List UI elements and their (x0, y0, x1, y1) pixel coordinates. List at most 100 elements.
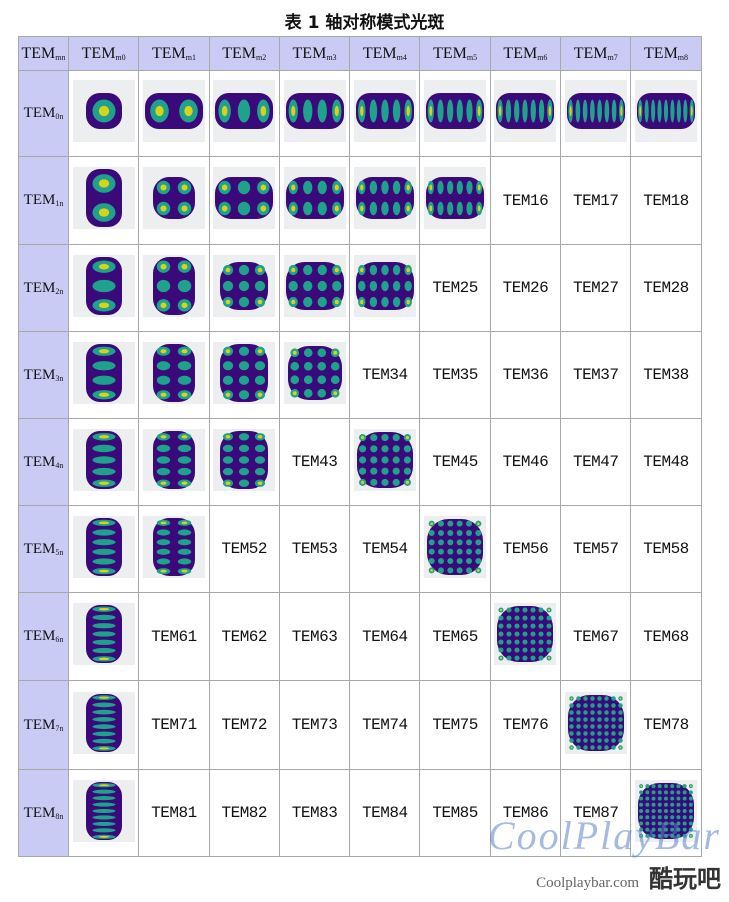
mode-spot-cell (67, 70, 140, 157)
laser-mode-spot-image (72, 254, 135, 317)
mode-label-cell: TEM61 (138, 592, 210, 681)
laser-mode-spot-image (213, 80, 276, 142)
mode-spot-table: TEMmn TEMm0 TEMm1 TEMm2 TEMm3 TEMm4 TEMm5 TEMm6… (18, 36, 702, 857)
mode-spot-cell (278, 70, 351, 157)
column-header-cell: TEMm2 (208, 36, 280, 71)
mode-label-cell: TEM52 (208, 505, 280, 593)
watermark: CoolPlayBar Coolplaybar.com 酷玩吧 (488, 812, 721, 894)
mode-spot-cell (138, 156, 210, 245)
laser-mode-spot-image (213, 428, 276, 491)
laser-mode-spot-image (142, 515, 205, 578)
table-row: TEM7n TEM71 TEM72 TEM73 TEM74 TEM75 TEM76 TEM78 (18, 680, 702, 770)
mode-label-cell: TEM28 (630, 244, 702, 332)
mode-spot-cell (138, 70, 210, 157)
mode-label-text: TEM84 (362, 804, 408, 822)
header-base-text: TEM (433, 44, 467, 62)
laser-mode-spot-image (72, 603, 135, 665)
column-header-cell: TEMm7 (560, 36, 632, 71)
mode-label-cell: TEM71 (138, 680, 210, 770)
mode-spot-cell (349, 156, 421, 245)
laser-mode-spot-image (213, 167, 276, 229)
header-base-text: TEM (23, 628, 56, 644)
mode-spot-cell (419, 156, 491, 245)
corner-header-cell: TEMmn (18, 36, 69, 71)
header-base-text: TEM (573, 44, 608, 62)
header-subscript-text: 1n (55, 199, 64, 208)
laser-mode-spot-image (142, 428, 205, 491)
mode-spot-cell (208, 70, 280, 157)
mode-spot-cell (138, 418, 210, 506)
mode-label-text: TEM45 (432, 453, 478, 471)
mode-label-cell: TEM65 (419, 592, 491, 681)
header-subscript-text: m1 (185, 52, 196, 62)
header-base-text: TEM (222, 44, 257, 62)
mode-spot-cell (67, 505, 140, 593)
mode-label-cell: TEM43 (278, 418, 351, 506)
watermark-cn: 酷玩吧 (649, 865, 721, 893)
mode-spot-cell (419, 70, 491, 157)
mode-spot-cell (278, 331, 351, 419)
mode-spot-cell (349, 244, 421, 332)
laser-mode-spot-image (72, 515, 135, 578)
header-subscript-text: 6n (55, 635, 64, 644)
column-header-cell: TEMm0 (67, 36, 140, 71)
mode-label-text: TEM25 (432, 279, 478, 297)
mode-label-cell: TEM87 (560, 769, 632, 857)
laser-mode-spot-image (142, 167, 205, 229)
mode-label-text: TEM27 (572, 279, 619, 297)
laser-mode-spot-image (72, 167, 135, 229)
mode-label-cell: TEM56 (489, 505, 562, 593)
row-header-cell: TEM4n (18, 418, 69, 506)
laser-mode-spot-image (72, 691, 135, 754)
laser-mode-spot-image (353, 428, 416, 491)
mode-spot-cell (67, 156, 140, 245)
header-base-text: TEM (292, 44, 327, 62)
laser-mode-spot-image (142, 80, 205, 142)
mode-label-text: TEM54 (362, 540, 408, 558)
header-base-text: TEM (23, 540, 56, 557)
laser-mode-spot-image (494, 603, 557, 665)
mode-label-cell: TEM53 (278, 505, 351, 593)
mode-label-text: TEM65 (432, 627, 478, 646)
mode-label-cell: TEM74 (349, 680, 421, 770)
mode-label-cell: TEM68 (630, 592, 702, 681)
mode-label-text: TEM68 (643, 627, 689, 646)
laser-mode-spot-image (72, 80, 135, 142)
table-row: TEM4n TEM43 TEM45 TEM46 TEM47 TEM48 (18, 418, 702, 506)
header-base-text: TEM (151, 44, 186, 62)
laser-mode-spot-image (142, 254, 205, 317)
header-base-text: TEM (644, 44, 678, 62)
laser-mode-spot-image (424, 80, 487, 142)
mode-spot-cell (489, 592, 562, 681)
mode-label-cell: TEM45 (419, 418, 491, 506)
mode-label-cell: TEM25 (419, 244, 491, 332)
mode-label-cell: TEM63 (278, 592, 351, 681)
laser-mode-spot-image (564, 80, 627, 142)
laser-mode-spot-image (283, 80, 346, 142)
header-base-text: TEM (23, 716, 56, 733)
column-header-cell: TEMm3 (278, 36, 351, 71)
table-row: TEM3n TEM34 TEM35 TEM36 TEM37 TEM38 (18, 331, 702, 419)
mode-label-text: TEM56 (502, 540, 549, 558)
mode-spot-cell (349, 418, 421, 506)
mode-label-text: TEM36 (502, 366, 549, 384)
mode-label-cell: TEM54 (349, 505, 421, 593)
header-base-text: TEM (81, 44, 116, 62)
mode-label-text: TEM71 (151, 716, 197, 734)
mode-label-text: TEM34 (362, 366, 408, 384)
mode-spot-cell (630, 769, 702, 857)
mode-label-cell: TEM48 (630, 418, 702, 506)
mode-label-text: TEM16 (502, 191, 549, 210)
header-subscript-text: m4 (396, 52, 407, 62)
laser-mode-spot-image (635, 80, 698, 142)
mode-label-text: TEM85 (432, 804, 478, 822)
header-subscript-text: 0n (55, 112, 64, 121)
mode-spot-cell (67, 680, 140, 770)
mode-label-text: TEM38 (643, 366, 689, 384)
column-header-cell: TEMm5 (419, 36, 491, 71)
mode-spot-cell (138, 244, 210, 332)
mode-label-cell: TEM17 (560, 156, 632, 245)
mode-label-cell: TEM36 (489, 331, 562, 419)
mode-spot-cell (208, 244, 280, 332)
row-header-cell: TEM1n (18, 156, 69, 245)
